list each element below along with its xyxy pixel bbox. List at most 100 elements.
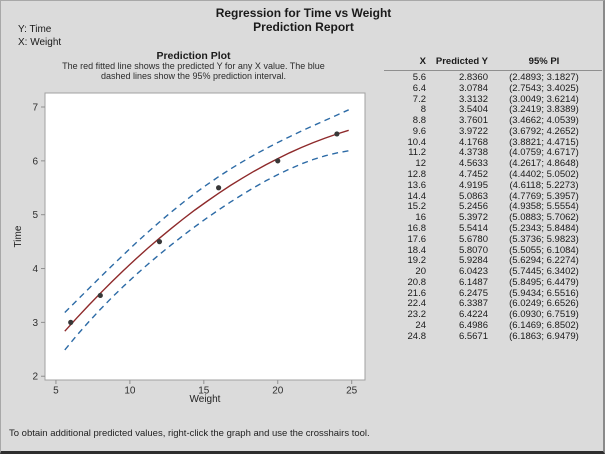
table-row: 23.2 6.4224 (6.0930; 6.7519) (384, 309, 602, 321)
x-tick-label: 20 (272, 386, 284, 397)
cell-95pi: (3.8821; 4.4715) (509, 136, 579, 148)
cell-95pi: (5.8495; 6.4479) (509, 276, 579, 288)
table-row: 10.4 4.1768 (3.8821; 4.4715) (384, 136, 602, 149)
y-tick-label: 5 (32, 210, 38, 221)
x-tick-label: 15 (198, 386, 210, 397)
cell-predicted-y: 4.9195 (458, 179, 488, 191)
y-tick-label: 3 (32, 318, 38, 329)
cell-x: 20 (415, 266, 426, 278)
cell-95pi: (6.0249; 6.6526) (509, 298, 579, 310)
cell-predicted-y: 6.4986 (458, 319, 488, 331)
cell-x: 11.2 (408, 147, 426, 159)
cell-95pi: (2.4893; 3.1827) (509, 72, 579, 83)
cell-predicted-y: 6.2475 (458, 287, 488, 299)
data-point (68, 319, 74, 325)
prediction-plot-chart[interactable]: 5 10 15 20 25 2 3 4 5 6 7 Weight Time (6, 87, 381, 417)
x-axis-title: Weight (190, 394, 221, 405)
table-row: 17.6 5.6780 (5.3736; 5.9823) (384, 233, 602, 246)
cell-x: 10.4 (407, 136, 427, 148)
cell-x: 18.4 (407, 244, 427, 256)
cell-95pi: (5.5055; 6.1084) (509, 244, 579, 256)
y-tick-label: 7 (32, 103, 38, 114)
variable-notes: Y: Time X: Weight (18, 24, 61, 49)
x-tick-label: 10 (124, 386, 136, 397)
cell-predicted-y: 3.0784 (458, 82, 488, 94)
cell-x: 7.2 (412, 93, 426, 105)
cell-x: 17.6 (407, 233, 427, 245)
cell-predicted-y: 6.4224 (458, 309, 488, 321)
cell-95pi: (3.0049; 3.6214) (509, 93, 579, 105)
cell-95pi: (4.9358; 5.5554) (509, 201, 579, 213)
y-tick-label: 2 (32, 372, 38, 383)
cell-95pi: (5.9434; 6.5516) (509, 287, 579, 299)
cell-predicted-y: 6.1487 (458, 276, 488, 288)
cell-x: 12 (415, 158, 426, 170)
table-row: 19.2 5.9284 (5.6294; 6.2274) (384, 255, 602, 267)
cell-95pi: (4.6118; 5.2273) (509, 179, 579, 191)
cell-x: 21.6 (407, 287, 427, 299)
footer-note: To obtain additional predicted values, r… (9, 428, 370, 439)
prediction-plot-svg[interactable]: 5 10 15 20 25 2 3 4 5 6 7 Weight Time (6, 87, 381, 417)
plot-area[interactable] (44, 92, 366, 381)
cell-predicted-y: 5.3972 (458, 212, 488, 224)
cell-95pi: (6.0930; 6.7519) (509, 309, 579, 321)
table-row: 20.8 6.1487 (5.8495; 6.4479) (384, 276, 602, 289)
cell-x: 8.8 (412, 115, 426, 127)
cell-95pi: (2.7543; 3.4025) (509, 82, 579, 94)
plot-panel-header: Prediction Plot The red fitted line show… (6, 50, 381, 81)
cell-x: 9.6 (412, 125, 426, 137)
cell-predicted-y: 4.5633 (458, 158, 488, 170)
table-row: 11.2 4.3738 (4.0759; 4.6717) (384, 148, 602, 159)
table-header-rule (384, 70, 602, 71)
col-header-x: X (419, 56, 426, 67)
data-point (216, 185, 222, 191)
cell-x: 24 (415, 319, 426, 331)
cell-predicted-y: 3.5404 (458, 104, 488, 116)
cell-x: 16 (415, 212, 426, 224)
cell-95pi: (4.4402; 5.0502) (509, 169, 579, 181)
y-variable-note: Y: Time (18, 24, 52, 35)
table-row: 21.6 6.2475 (5.9434; 6.5516) (384, 287, 602, 300)
x-tick-label: 5 (53, 386, 59, 397)
cell-x: 6.4 (412, 82, 426, 94)
table-row: 20 6.0423 (5.7445; 6.3402) (384, 266, 602, 278)
cell-x: 8 (420, 104, 426, 116)
cell-predicted-y: 5.0863 (458, 190, 488, 202)
cell-95pi: (4.2617; 4.8648) (509, 158, 579, 170)
y-tick-label: 6 (32, 156, 38, 167)
table-row: 12 4.5633 (4.2617; 4.8648) (384, 158, 602, 170)
cell-95pi: (4.7769; 5.3957) (509, 190, 579, 202)
cell-x: 14.4 (407, 190, 427, 202)
table-row: 5.6 2.8360 (2.4893; 3.1827) (384, 72, 602, 84)
table-row: 13.6 4.9195 (4.6118; 5.2273) (384, 179, 602, 192)
cell-95pi: (5.2343; 5.8484) (509, 222, 579, 234)
cell-x: 12.8 (407, 169, 427, 181)
table-row: 18.4 5.8070 (5.5055; 6.1084) (384, 244, 602, 257)
cell-95pi: (3.2419; 3.8389) (509, 104, 579, 116)
cell-x: 22.4 (407, 298, 427, 310)
plot-description-line1: The red fitted line shows the predicted … (62, 61, 325, 71)
data-point (97, 292, 103, 299)
cell-95pi: (6.1863; 6.9479) (509, 330, 579, 342)
plot-heading: Prediction Plot (156, 50, 231, 62)
prediction-table-header: X Predicted Y 95% PI (384, 55, 602, 68)
cell-predicted-y: 6.0423 (458, 266, 488, 278)
cell-predicted-y: 5.5414 (458, 222, 488, 234)
report-title-block: Regression for Time vs Weight Prediction… (1, 6, 603, 34)
cell-predicted-y: 4.1768 (458, 136, 488, 148)
report-subtitle: Prediction Report (253, 20, 354, 34)
cell-95pi: (5.0883; 5.7062) (509, 212, 579, 224)
cell-x: 15.2 (407, 201, 427, 213)
cell-predicted-y: 3.9722 (458, 125, 488, 137)
table-row: 15.2 5.2456 (4.9358; 5.5554) (384, 202, 602, 213)
prediction-table-rows: 5.6 2.8360 (2.4893; 3.1827) 6.4 3.0784 (2.754… (384, 72, 602, 343)
cell-predicted-y: 4.3738 (458, 147, 488, 159)
cell-predicted-y: 6.5671 (458, 330, 488, 342)
cell-predicted-y: 3.3132 (458, 93, 488, 105)
cell-predicted-y: 6.3387 (458, 298, 488, 310)
cell-x: 19.2 (407, 255, 427, 267)
table-row: 8 3.5404 (3.2419; 3.8389) (384, 105, 602, 116)
cell-x: 24.8 (407, 330, 427, 342)
cell-predicted-y: 4.7452 (458, 169, 488, 181)
